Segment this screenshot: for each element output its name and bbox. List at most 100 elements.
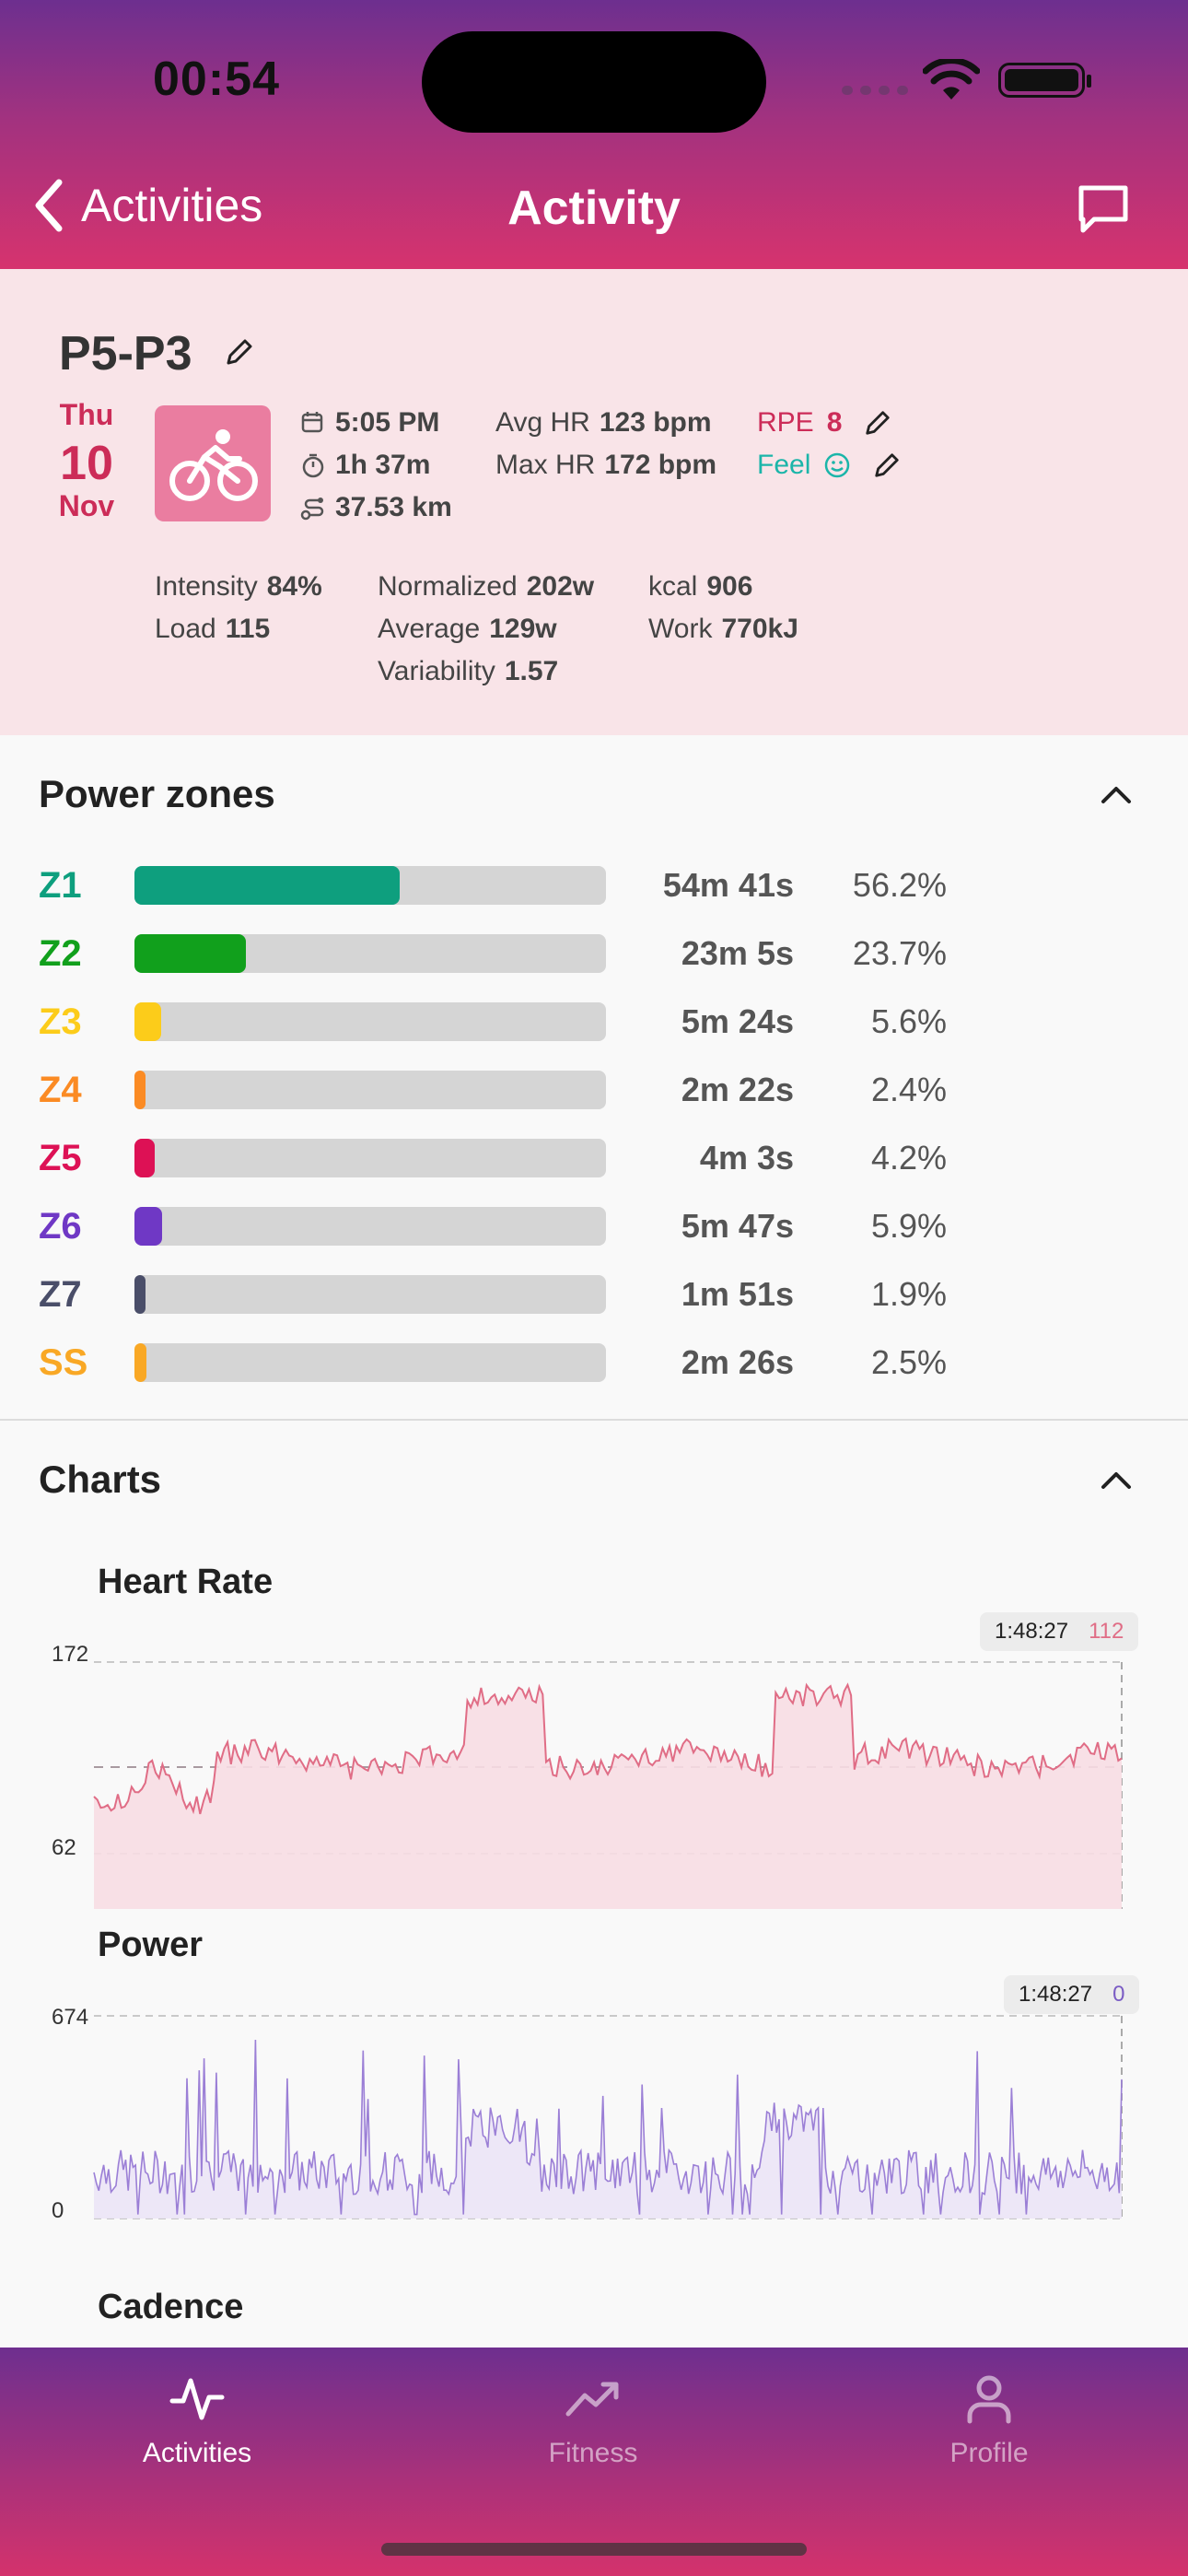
max-hr-row: Max HR 172 bpm <box>495 450 716 481</box>
stopwatch-icon <box>302 453 324 478</box>
avg-hr-row: Avg HR 123 bpm <box>495 407 712 439</box>
variability-label: Variability <box>378 656 495 686</box>
zone-label: Z6 <box>39 1206 82 1247</box>
chevron-up-icon[interactable] <box>1096 1467 1136 1493</box>
tab-profile-label: Profile <box>949 2438 1029 2468</box>
rpe-value: 8 <box>826 407 843 438</box>
power-ymin-label: 0 <box>52 2198 64 2223</box>
hr-tip-time: 1:48:27 <box>995 1619 1069 1644</box>
zone-bar-fill <box>134 1139 155 1177</box>
tab-bar: Activities Fitness Profile <box>0 2348 1188 2576</box>
trend-up-icon <box>565 2382 619 2417</box>
start-time-row: 5:05 PM <box>300 407 439 439</box>
smiley-icon <box>825 452 850 478</box>
avg-hr-label: Avg HR <box>495 407 590 438</box>
zone-bar-track <box>134 866 606 905</box>
average-value: 129w <box>489 614 557 644</box>
duration-row: 1h 37m <box>300 450 430 481</box>
zone-percent: 1.9% <box>870 1275 947 1313</box>
zone-label: Z7 <box>39 1274 82 1315</box>
zone-percent: 2.4% <box>870 1071 947 1108</box>
zone-bar-track <box>134 1071 606 1109</box>
zone-row: Z2 23m 5s 23.7% <box>0 931 1188 977</box>
date-day: 10 <box>60 437 113 490</box>
variability-value: 1.57 <box>504 656 559 686</box>
wifi-icon <box>923 59 980 100</box>
edit-rpe-icon[interactable] <box>864 409 891 437</box>
zone-percent: 5.9% <box>870 1207 947 1245</box>
cellular-signal-icon <box>842 86 908 95</box>
route-icon <box>300 498 324 521</box>
average-row: Average 129w <box>378 614 557 645</box>
work-row: Work 770kJ <box>648 614 798 645</box>
zone-time: 23m 5s <box>681 934 794 972</box>
zone-bar-track <box>134 1207 606 1246</box>
nav-header: 00:54 Activities Activity <box>0 0 1188 269</box>
chevron-up-icon[interactable] <box>1096 781 1136 807</box>
zone-bar-fill <box>134 1275 146 1314</box>
power-line <box>93 2039 1123 2216</box>
normalized-row: Normalized 202w <box>378 571 594 603</box>
zone-label: Z5 <box>39 1138 82 1178</box>
max-hr-label: Max HR <box>495 450 596 480</box>
power-chart-title: Power <box>98 1926 204 1964</box>
chat-bubble-icon[interactable] <box>1076 182 1131 234</box>
activity-pulse-icon <box>169 2378 225 2420</box>
average-label: Average <box>378 614 481 644</box>
zone-bar-track <box>134 1275 606 1314</box>
zone-bar-track <box>134 1139 606 1177</box>
power-ymax-label: 674 <box>52 2005 89 2030</box>
tab-activities[interactable]: Activities <box>59 2373 335 2469</box>
normalized-label: Normalized <box>378 571 518 602</box>
rpe-label: RPE <box>757 407 814 438</box>
zone-label: Z3 <box>39 1001 82 1042</box>
back-label: Activities <box>81 180 263 231</box>
work-value: 770kJ <box>721 614 798 644</box>
zone-time: 2m 26s <box>681 1343 794 1381</box>
zone-bar-fill <box>134 1207 162 1246</box>
back-button[interactable]: Activities <box>33 179 262 232</box>
dynamic-island <box>422 31 766 133</box>
zone-row: Z5 4m 3s 4.2% <box>0 1135 1188 1181</box>
zone-time: 54m 41s <box>662 866 794 904</box>
zone-row: Z1 54m 41s 56.2% <box>0 862 1188 908</box>
kcal-row: kcal 906 <box>648 571 752 603</box>
zone-percent: 4.2% <box>870 1139 947 1177</box>
feel-row[interactable]: Feel <box>757 450 901 481</box>
edit-feel-icon[interactable] <box>873 451 901 479</box>
date-weekday: Thu <box>59 398 114 431</box>
activity-date: Thu 10 Nov <box>55 398 118 523</box>
duration: 1h 37m <box>335 450 431 480</box>
avg-hr-value: 123 bpm <box>599 407 712 438</box>
tab-fitness[interactable]: Fitness <box>455 2373 731 2469</box>
zone-bar-track <box>134 934 606 973</box>
zone-row: SS 2m 26s 2.5% <box>0 1340 1188 1386</box>
zone-label: Z2 <box>39 933 82 974</box>
zone-bar-track <box>134 1343 606 1382</box>
section-divider <box>0 1419 1188 1421</box>
intensity-value: 84% <box>266 571 322 602</box>
rpe-row[interactable]: RPE 8 <box>757 407 891 439</box>
normalized-value: 202w <box>526 571 595 602</box>
zone-label: Z1 <box>39 865 82 906</box>
work-label: Work <box>648 614 713 644</box>
tab-fitness-label: Fitness <box>548 2438 638 2468</box>
power-chart[interactable] <box>0 1990 1188 2230</box>
cadence-chart-title: Cadence <box>98 2288 244 2326</box>
power-area <box>94 2040 1122 2219</box>
power-tip-time: 1:48:27 <box>1019 1982 1093 2007</box>
distance: 37.53 km <box>335 492 452 522</box>
power-tooltip: 1:48:27 0 <box>1004 1975 1140 2014</box>
calendar-clock-icon <box>301 412 323 433</box>
zone-bar-track <box>134 1002 606 1041</box>
heart-rate-chart[interactable] <box>0 1622 1188 1916</box>
person-icon <box>967 2375 1011 2424</box>
zone-bar-fill <box>134 1002 161 1041</box>
tab-profile[interactable]: Profile <box>851 2373 1127 2469</box>
zone-bar-fill <box>134 866 400 905</box>
zone-time: 5m 24s <box>681 1002 794 1040</box>
hr-area <box>94 1684 1122 1909</box>
charts-title: Charts <box>39 1458 162 1501</box>
power-tip-value: 0 <box>1112 1982 1125 2007</box>
edit-pencil-icon[interactable] <box>225 337 254 367</box>
